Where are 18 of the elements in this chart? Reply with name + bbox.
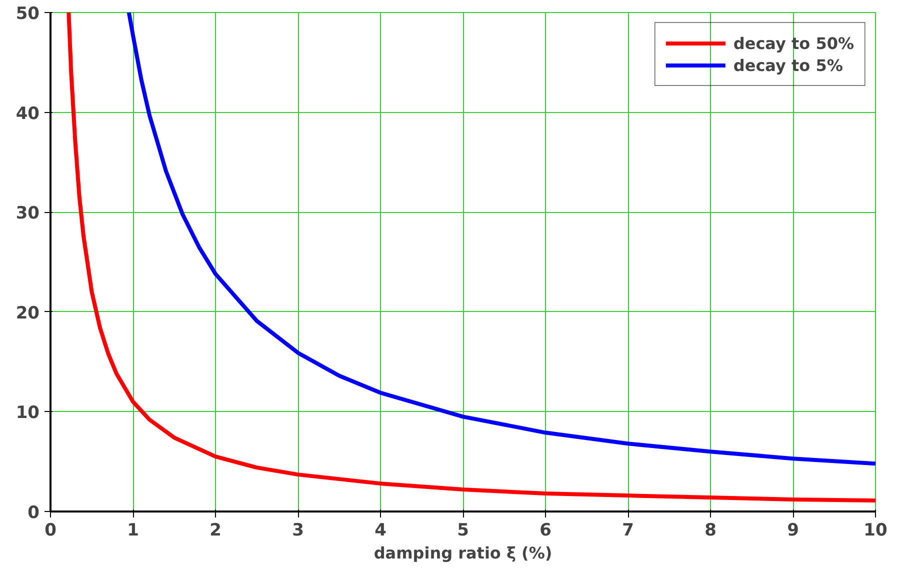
x-tick-label: 0 xyxy=(44,520,57,540)
x-tick-label: 9 xyxy=(787,520,799,540)
x-tick-label: 10 xyxy=(864,520,888,540)
y-tick-label: 10 xyxy=(16,403,40,424)
x-tick-label: 8 xyxy=(704,520,716,540)
x-tick-label: 3 xyxy=(292,520,304,540)
x-tick-label: 1 xyxy=(127,520,139,540)
y-tick-label: 40 xyxy=(16,104,40,124)
x-tick-label: 2 xyxy=(210,520,222,540)
x-tick-label: 7 xyxy=(622,520,634,540)
y-tick-label: 20 xyxy=(16,303,40,324)
x-tick-label: 4 xyxy=(374,520,387,540)
y-tick-label: 30 xyxy=(16,204,40,224)
x-tick-label: 6 xyxy=(540,520,552,540)
y-tick-label: 0 xyxy=(28,503,40,523)
x-axis-title: damping ratio ξ (%) xyxy=(374,544,552,562)
x-tick-label: 5 xyxy=(457,520,469,540)
y-tick-label: 50 xyxy=(16,4,40,24)
